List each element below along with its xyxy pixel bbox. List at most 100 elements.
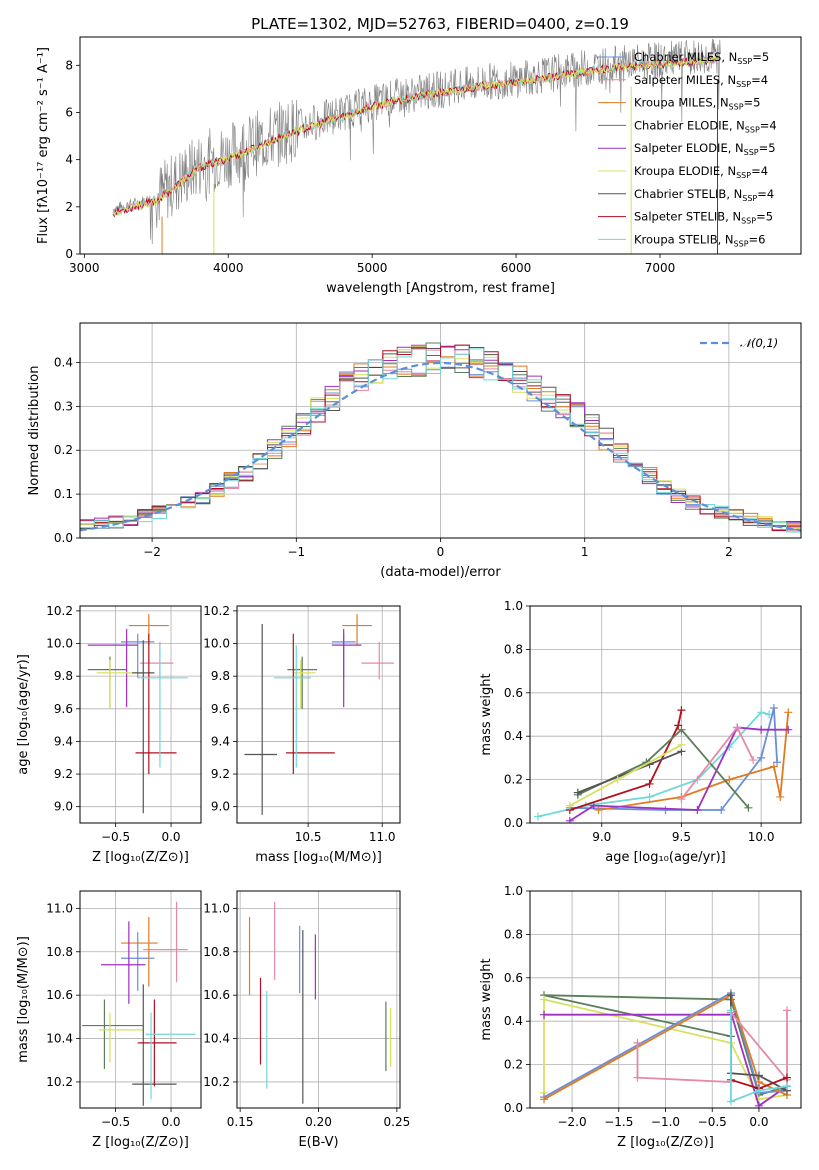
weight-marker-salpeter_elodie [693,805,702,814]
weight-marker-kroupa_elodie [540,995,549,1004]
y-tick-label: 0.4 [504,729,523,743]
weight-marker-salpeter_miles [633,1073,642,1082]
legend-label: Salpeter STELIB, NSSP=5 [634,210,773,226]
weight-marker-salpeter_miles [733,723,742,732]
weight-marker-salpeter_miles [782,1006,791,1015]
axes-frame [529,605,802,824]
y-tick-label: 4 [65,153,73,167]
weight-marker-salpeter_stelib [674,721,683,730]
model-spectrum-kroupa_elodie [112,54,718,217]
x-axis-label: Z [log₁₀(Z/Z⊙)] [617,1135,714,1150]
y-tick-label: 9.4 [54,734,73,748]
weight-marker-salpeter_elodie [757,725,766,734]
x-tick-label: 9.0 [592,830,611,844]
weight-marker-kroupa_elodie [613,775,622,784]
weight-marker-chabrier_elodie [677,725,686,734]
x-tick-label: −0.5 [101,830,130,844]
axes-frame [529,890,802,1109]
x-axis-label: mass [log₁₀(M/M⊙)] [255,850,382,865]
weight-marker-kroupa_miles [540,1095,549,1104]
x-tick-label: 2 [725,545,733,559]
weight-marker-salpeter_elodie [754,1101,763,1108]
y-tick-label: 0 [65,247,73,261]
x-tick-label: 0.0 [161,1115,180,1129]
y-axis-label: mass [log₁₀(M/M⊙)] [16,936,31,1063]
x-axis-label: (data-model)/error [380,565,501,580]
legend-label: Salpeter ELODIE, NSSP=5 [634,141,776,157]
figure-title: PLATE=1302, MJD=52763, FIBERID=0400, z=0… [251,15,629,33]
y-tick-label: 10.8 [203,945,230,959]
plot-area [533,703,793,823]
x-tick-label: 3000 [69,261,100,275]
y-tick-label: 10.4 [203,1032,230,1046]
weight-marker-kroupa_miles [769,762,778,771]
axes-frame [79,36,802,255]
y-tick-label: 0.8 [504,642,523,656]
spectrum-legend: Chabrier MILES, NSSP=5 Salpeter MILES, NS… [598,50,777,248]
y-tick-label: 10.2 [203,604,230,618]
weight-line-salpeter_elodie [569,726,789,822]
normal-curve [80,361,801,532]
y-tick-label: 10.2 [46,1075,73,1089]
x-axis-label: wavelength [Angstrom, rest frame] [326,281,555,296]
x-tick-label: −0.5 [101,1115,130,1129]
y-tick-label: 10.4 [46,1032,73,1046]
x-tick-label: 5000 [357,261,388,275]
histogram-salpeter_stelib [80,344,801,532]
weight-marker-chabrier_elodie [744,803,753,812]
mass_vs_ebv-panel: 0.15 0.20 0.25 10.2 10.4 10.6 10.8 11.0 E(B-V) [203,890,411,1150]
x-tick-label: −1.0 [651,1115,680,1129]
y-tick-label: 0.0 [54,531,73,545]
x-tick-label: 1 [581,545,589,559]
weight-line-salpeter_stelib [569,710,683,811]
y-tick-label: 9.8 [211,669,230,683]
weight-marker-salpeter_stelib [782,1073,791,1082]
plot-area [112,38,721,254]
x-tick-label: −1.5 [604,1115,633,1129]
model-spectrum-salpeter_stelib [112,55,718,218]
weight-marker-kroupa_miles [784,708,793,717]
weight_vs_age-panel: 9.0 9.5 10.0 0.0 0.2 0.4 0.6 0.8 1.0 age [log₁₀(a… [479,599,802,865]
y-axis-label: age [log₁₀(age/yr)] [16,654,31,775]
y-tick-label: 0.3 [54,399,73,413]
x-tick-label: 0.25 [384,1115,411,1129]
legend-label: Chabrier STELIB, NSSP=4 [634,187,774,203]
y-tick-label: 0.4 [54,355,73,369]
weight-line-kroupa_miles [598,712,790,811]
y-tick-label: 0.2 [504,1058,523,1072]
plot-area [540,988,791,1108]
plot-area [87,614,188,814]
y-tick-label: 10.8 [46,945,73,959]
weight_vs_Z-panel: −2.0 −1.5 −1.0 −0.5 0.0 0.0 0.2 0.4 0.6 0.8 1.0 Z [… [479,884,802,1150]
y-tick-label: 0.2 [504,773,523,787]
plot-area [248,901,392,1104]
y-tick-label: 0.8 [504,927,523,941]
weight-marker-chabrier_stelib [573,788,582,797]
model-spectrum-salpeter_miles [112,55,718,215]
y-tick-label: 9.0 [54,800,73,814]
y-tick-label: 0.6 [504,686,523,700]
x-tick-label: 0.20 [305,1115,332,1129]
y-tick-label: 9.6 [54,702,73,716]
x-tick-label: −2 [143,545,161,559]
x-tick-label: 0.0 [161,830,180,844]
x-tick-label: 9.5 [672,830,691,844]
x-tick-label: −0.5 [698,1115,727,1129]
legend-label: Chabrier ELODIE, NSSP=4 [634,118,777,134]
weight-marker-salpeter_miles [633,1038,642,1047]
y-tick-label: 0.4 [504,1014,523,1028]
weight-marker-kroupa_elodie [565,801,574,810]
y-tick-label: 10.2 [203,1075,230,1089]
weight-marker-salpeter_stelib [677,706,686,715]
weight-marker-chabrier_miles [661,805,670,814]
legend-label: Kroupa MILES, NSSP=5 [634,96,760,112]
residuals-panel: −2 −1 0 1 2 0.0 0.1 0.2 0.3 0.4 (data-model)/error… [27,322,802,580]
weight-marker-chabrier_stelib [754,1071,763,1080]
weight-line-kroupa_elodie [569,744,682,807]
x-tick-label: 6000 [501,261,532,275]
y-tick-label: 9.8 [54,669,73,683]
weight-marker-kroupa_stelib [726,1097,735,1106]
weight-marker-kroupa_elodie [677,740,686,749]
y-tick-label: 0.0 [504,1101,523,1115]
y-tick-label: 2 [65,200,73,214]
